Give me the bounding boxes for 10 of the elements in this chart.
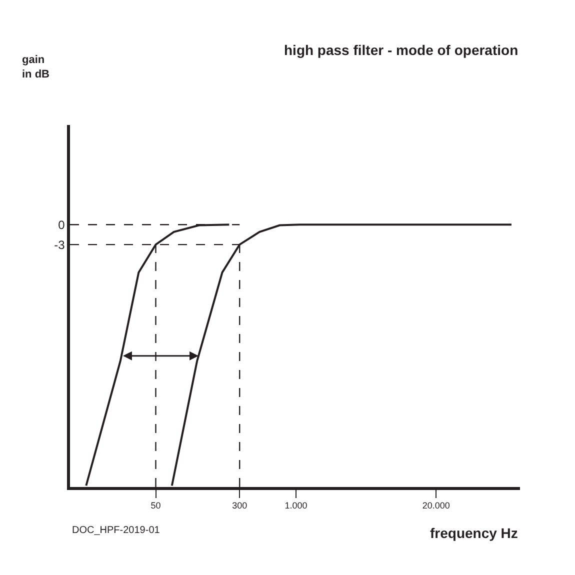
x-tick-label: 300 [232, 500, 248, 511]
x-axis-title: frequency Hz [430, 525, 518, 541]
chart-title: high pass filter - mode of operation [284, 42, 518, 58]
x-tick-label: 50 [150, 500, 161, 511]
y-axis-title: gain in dB [22, 54, 50, 80]
x-tick-label: 1.000 [284, 500, 308, 511]
text: DOC_HPF-2019-01 [72, 525, 160, 536]
y-tick-label: 0 [58, 218, 66, 232]
x-tick-label: 20.000 [422, 500, 450, 511]
y-tick-label: -3 [54, 238, 66, 252]
